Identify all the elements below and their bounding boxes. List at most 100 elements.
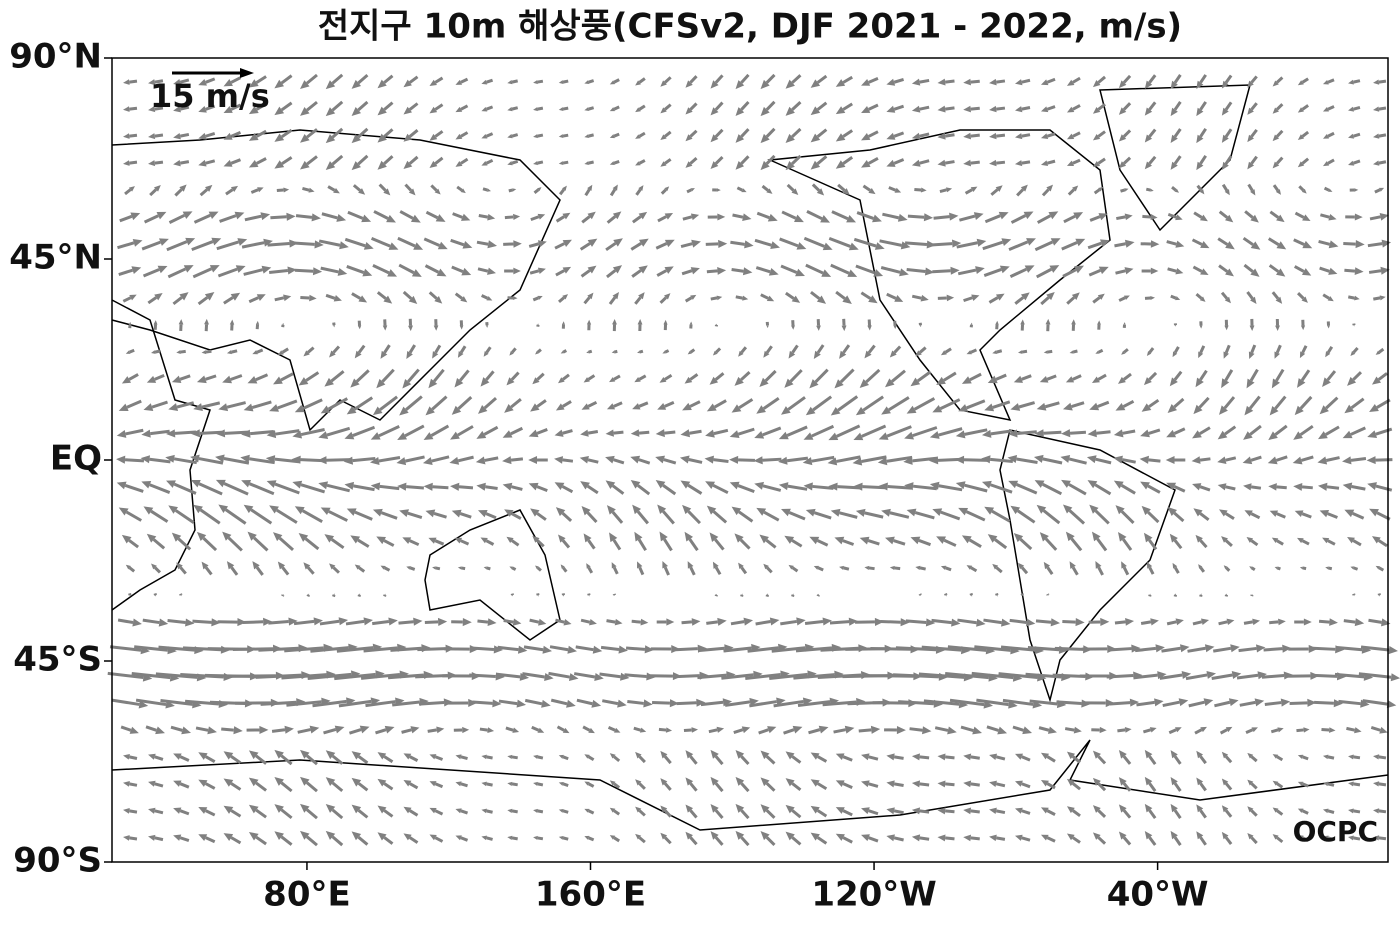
- wind-head: [338, 617, 349, 626]
- wind-shaft: [1088, 269, 1102, 277]
- wind-head: [785, 804, 795, 814]
- wind-shaft: [638, 159, 646, 165]
- wind-head: [1201, 618, 1210, 626]
- wind-head: [272, 532, 283, 542]
- wind-head: [984, 506, 995, 515]
- wind-head: [835, 833, 845, 841]
- wind-head: [512, 618, 522, 626]
- wind-head: [294, 506, 305, 515]
- wind-shaft: [177, 537, 192, 551]
- wind-head: [870, 725, 881, 734]
- wind-head: [1243, 431, 1253, 440]
- wind-shaft: [284, 646, 324, 653]
- wind-shaft: [974, 645, 1011, 652]
- wind-head: [218, 403, 229, 412]
- wind-shaft: [1353, 566, 1359, 571]
- wind-shaft: [1199, 566, 1206, 573]
- wind-shaft: [1191, 238, 1203, 246]
- wind-head: [337, 268, 348, 276]
- wind-head: [129, 726, 139, 734]
- wind-head: [274, 160, 285, 169]
- wind-shaft: [431, 395, 448, 411]
- wind-head: [635, 751, 642, 759]
- wind-head: [1246, 378, 1255, 389]
- wind-shaft: [281, 673, 327, 680]
- wind-shaft: [124, 188, 132, 196]
- wind-shaft: [1220, 291, 1229, 300]
- wind-head: [1342, 456, 1352, 465]
- wind-head: [760, 831, 770, 841]
- wind-head: [173, 132, 181, 140]
- wind-shaft: [791, 154, 802, 165]
- wind-shaft: [662, 484, 677, 496]
- wind-head: [481, 835, 488, 841]
- wind-shaft: [864, 511, 884, 519]
- wind-head: [810, 805, 820, 814]
- wind-head: [1293, 482, 1303, 491]
- wind-shaft: [1122, 74, 1132, 84]
- wind-shaft: [918, 593, 922, 596]
- x-tick-label: 160°E: [535, 875, 646, 915]
- wind-shaft: [638, 782, 646, 790]
- wind-head: [1124, 267, 1134, 275]
- wind-shaft: [319, 619, 340, 626]
- wind-shaft: [1021, 133, 1031, 138]
- wind-head: [749, 697, 759, 706]
- wind-shaft: [787, 396, 806, 411]
- wind-shaft: [879, 239, 902, 247]
- wind-head: [1129, 698, 1140, 707]
- wind-shaft: [860, 291, 872, 300]
- wind-head: [1117, 376, 1126, 384]
- wind-head: [584, 134, 589, 138]
- x-tick-label: 40°W: [1107, 875, 1209, 915]
- wind-shaft: [1195, 292, 1203, 300]
- wind-shaft: [267, 242, 290, 247]
- wind-shaft: [862, 184, 871, 192]
- wind-head: [920, 187, 927, 193]
- wind-shaft: [1301, 809, 1309, 815]
- wind-shaft: [383, 594, 387, 597]
- wind-shaft: [562, 79, 569, 84]
- map-title: 전지구 10m 해상풍(CFSv2, DJF 2021 - 2022, m/s): [318, 7, 1182, 47]
- wind-shaft: [1352, 132, 1361, 138]
- wind-head: [1225, 593, 1228, 595]
- wind-head: [630, 455, 641, 464]
- wind-shaft: [1148, 74, 1157, 84]
- wind-head: [230, 292, 241, 301]
- wind-head: [234, 211, 245, 220]
- wind-head: [428, 537, 437, 544]
- wind-shaft: [1377, 372, 1388, 381]
- wind-shaft: [537, 809, 544, 814]
- wind-shaft: [1378, 106, 1387, 111]
- wind-head: [1244, 510, 1253, 517]
- wind-head: [519, 672, 530, 681]
- wind-head: [562, 185, 567, 191]
- wind-head: [987, 375, 998, 384]
- wind-head: [1275, 189, 1281, 195]
- wind-head: [612, 184, 618, 191]
- wind-head: [1040, 79, 1049, 86]
- wind-head: [1086, 455, 1097, 464]
- wind-head: [1141, 403, 1152, 412]
- wind-shaft: [1301, 130, 1310, 138]
- wind-head: [1175, 240, 1185, 248]
- wind-head: [300, 160, 310, 170]
- wind-head: [307, 593, 310, 596]
- wind-head: [118, 507, 129, 516]
- wind-shaft: [1122, 782, 1132, 792]
- wind-shaft: [986, 725, 999, 732]
- wind-head: [989, 834, 997, 842]
- wind-shaft: [124, 484, 144, 493]
- wind-shaft: [1264, 701, 1282, 706]
- wind-shaft: [460, 809, 469, 815]
- wind-head: [138, 700, 149, 709]
- wind-head: [584, 835, 590, 840]
- wind-head: [910, 536, 921, 545]
- wind-head: [325, 134, 336, 144]
- wind-head: [230, 185, 239, 193]
- wind-head: [148, 780, 156, 787]
- wind-shaft: [297, 728, 311, 734]
- wind-shaft: [1173, 101, 1182, 111]
- wind-shaft: [529, 618, 540, 624]
- wind-head: [377, 805, 387, 814]
